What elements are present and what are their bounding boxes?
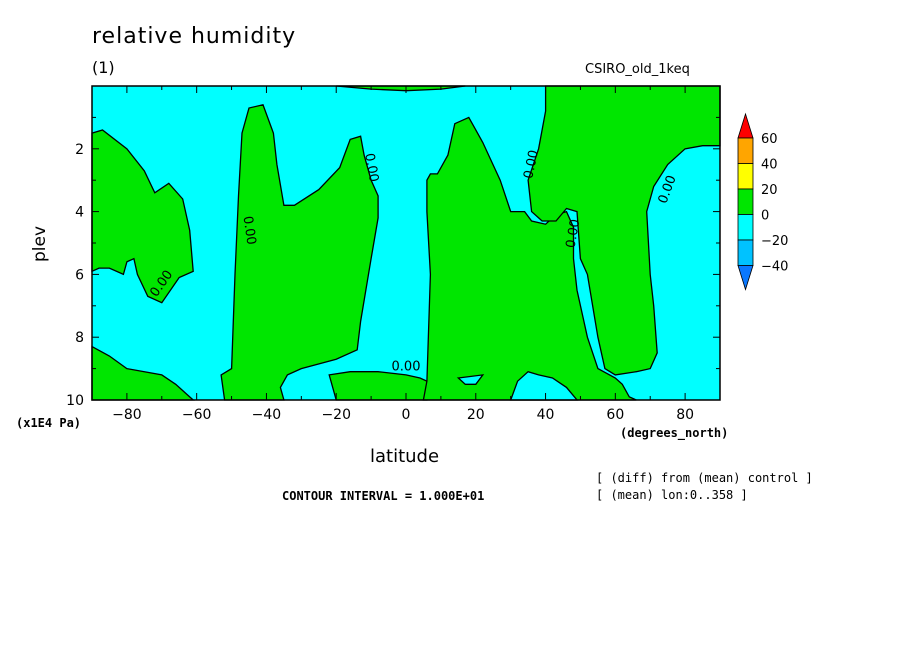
colorbar-segment [737, 137, 754, 164]
colorbar: 60 40 20 0 −20 −40 [737, 112, 788, 291]
contour-label: 0.00 [361, 152, 381, 183]
region-northern-high [527, 85, 721, 376]
x-tick-label: −40 [252, 407, 282, 423]
x-tick-label: 40 [537, 407, 555, 423]
contour-label: 0.00 [392, 360, 421, 375]
region-equatorial-surface [328, 371, 428, 401]
y-axis-unit: (x1E4 Pa) [16, 416, 82, 430]
colorbar-label: 40 [761, 158, 778, 173]
contour-interval: CONTOUR INTERVAL = 1.000E+01 [282, 489, 485, 503]
chart-subtitle: (1) [92, 58, 115, 77]
region-southern-midlat [220, 104, 379, 401]
x-axis-unit: (degrees_north) [620, 426, 729, 440]
contour-label: 0.00 [564, 218, 584, 249]
y-tick-label: 2 [75, 142, 84, 158]
region-island-30N [509, 370, 579, 401]
y-tick-label: 8 [75, 330, 84, 346]
contour-label: 0.00 [521, 149, 542, 180]
colorbar-label: −40 [761, 260, 788, 275]
colorbar-label: 0 [761, 209, 769, 224]
colorbar-arrow-bottom [737, 265, 754, 291]
y-tick-label: 4 [75, 205, 84, 221]
region-south-polar [91, 129, 194, 304]
region-island-sfc-10N [456, 374, 485, 385]
colorbar-label: −20 [761, 234, 788, 249]
y-tick-label: 6 [75, 267, 84, 283]
x-tick-label: −20 [321, 407, 351, 423]
colorbar-segment [737, 239, 754, 266]
y-tick-label: 10 [66, 393, 84, 409]
region-northern-tropics [422, 116, 637, 401]
x-tick-label: 60 [606, 407, 624, 423]
colorbar-segment [737, 214, 754, 241]
chart-title: relative humidity [92, 24, 297, 49]
x-tick-label: −60 [182, 407, 212, 423]
colorbar-segment [737, 163, 754, 190]
note-mean: [ (mean) lon:0..358 ] [596, 488, 748, 502]
colorbar-label: 20 [761, 183, 778, 198]
note-diff: [ (diff) from (mean) control ] [596, 471, 813, 485]
colorbar-arrow-top [737, 112, 754, 139]
model-label: CSIRO_old_1keq [585, 62, 690, 77]
x-tick-label: 0 [402, 407, 411, 423]
x-tick-label: −80 [112, 407, 142, 423]
colorbar-segment [737, 188, 754, 215]
x-tick-label: 20 [467, 407, 485, 423]
x-tick-label: 80 [676, 407, 694, 423]
contour-label: 0.00 [240, 215, 259, 246]
x-axis-label: latitude [370, 446, 440, 467]
y-axis-label: plev [30, 225, 50, 262]
colorbar-label: 60 [761, 132, 778, 147]
